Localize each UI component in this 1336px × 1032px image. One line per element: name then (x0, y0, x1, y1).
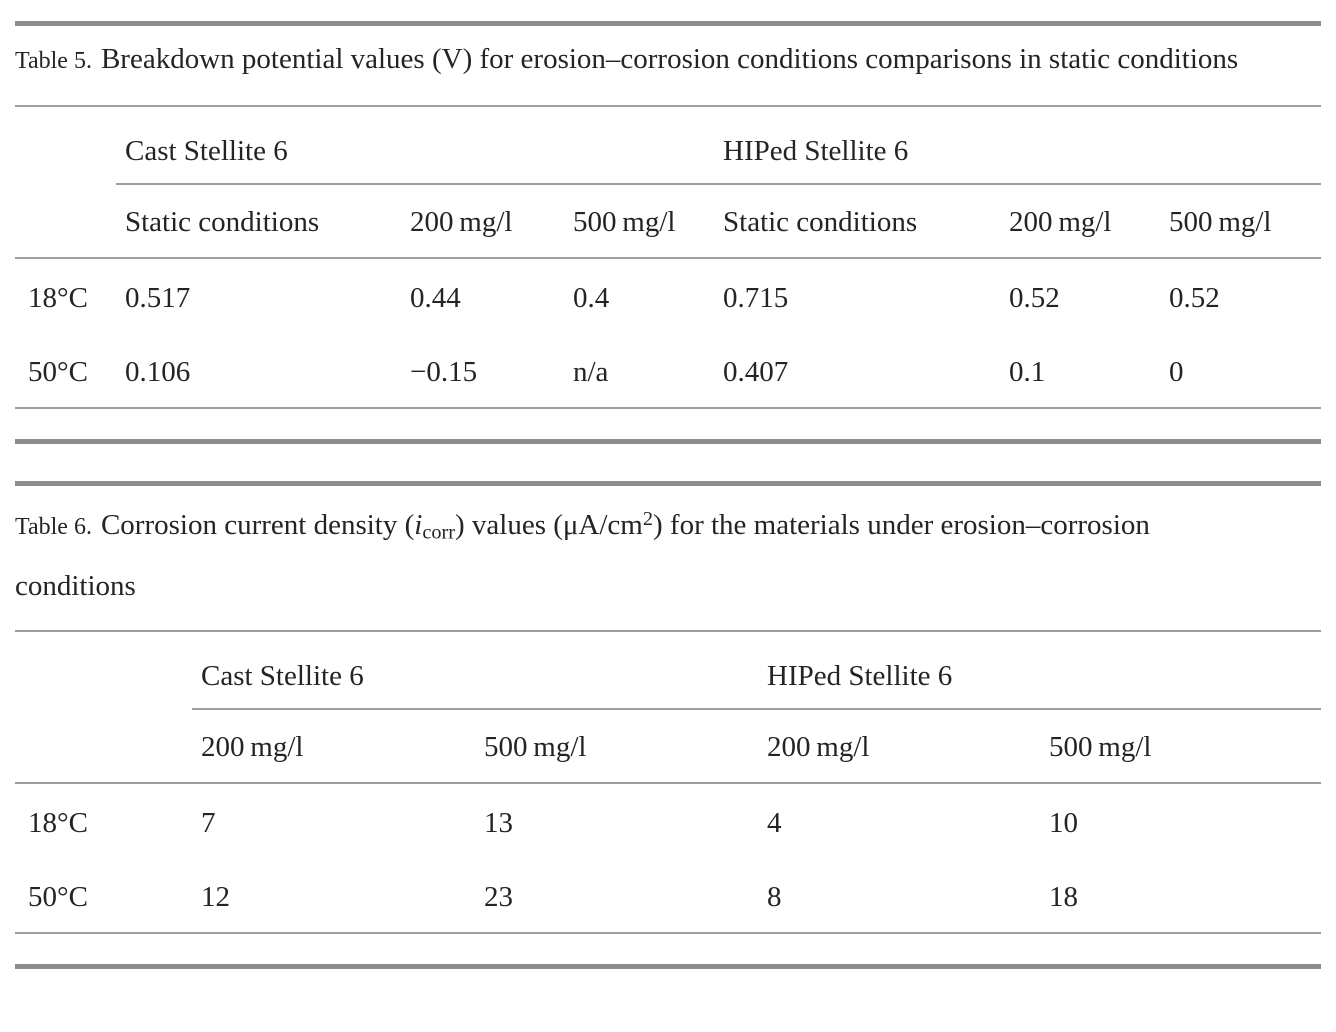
table6-cell-50c-hiped-500: 18 (1049, 880, 1078, 913)
table6-block: Table 6. Corrosion current density (icorr… (15, 481, 1322, 969)
table5-cell-50c-cast-500: n/a (573, 356, 609, 388)
table5-subheader-hiped-200: 200 mg/l (1000, 184, 1161, 259)
table5-block: Table 5. Breakdown potential values (V) f… (15, 21, 1322, 444)
table5-cell-18c-hiped-500: 0.52 (1169, 282, 1220, 314)
table6-group-stub (15, 631, 192, 709)
table5-subheader-row: Static conditions 200 mg/l 500 mg/l Stat… (15, 184, 1322, 259)
table6-row-label-18c: 18°C (28, 806, 88, 839)
table5: Cast Stellite 6 HIPed Stellite 6 Static … (15, 105, 1322, 409)
table6-subheader-stub (15, 708, 192, 784)
table5-cell-18c-hiped-static: 0.715 (723, 282, 789, 314)
table6-cell-50c-cast-200: 12 (201, 880, 230, 913)
table5-cell-50c-cast-200: −0.15 (410, 356, 478, 388)
table5-subheader-cast-static: Static conditions (116, 184, 401, 259)
table6-cell-50c-hiped-200: 8 (767, 880, 782, 913)
table-row: 50°C 0.106 −0.15 n/a 0.407 0.1 0 (15, 333, 1321, 408)
table5-subheader-stub (15, 184, 116, 259)
table5-cell-50c-hiped-500: 0 (1169, 356, 1184, 388)
table5-cell-50c-hiped-200: 0.1 (1009, 356, 1046, 388)
table6-caption-mid: ) values (μA/cm (454, 509, 643, 542)
table-row: 50°C 12 23 8 18 (15, 858, 1321, 933)
table6: Cast Stellite 6 HIPed Stellite 6 200 mg/… (15, 629, 1322, 934)
table5-bottom-thick-rule (15, 439, 1321, 444)
table6-cell-50c-cast-500: 23 (484, 880, 513, 913)
table6-caption: Table 6. Corrosion current density (icorr… (15, 493, 1277, 613)
table6-cell-18c-hiped-500: 10 (1049, 806, 1078, 839)
table-row: 18°C 0.517 0.44 0.4 0.715 0.52 0.52 (15, 258, 1321, 333)
table6-top-thick-rule (15, 481, 1321, 486)
table5-caption-label: Table 5. (15, 48, 92, 74)
table5-row-label-50c: 50°C (28, 356, 88, 388)
table5-group-header-row: Cast Stellite 6 HIPed Stellite 6 (15, 106, 1322, 185)
table6-caption-variable: i (414, 509, 423, 542)
table5-subheader-cast-200: 200 mg/l (401, 184, 564, 259)
table6-caption-pre: Corrosion current density ( (100, 509, 415, 542)
table5-subheader-cast-500: 500 mg/l (564, 184, 715, 259)
table5-group-hiped: HIPed Stellite 6 (714, 106, 1322, 185)
table5-group-stub (15, 106, 116, 184)
table6-row-label-50c: 50°C (28, 880, 88, 913)
table5-cell-18c-hiped-200: 0.52 (1009, 282, 1060, 314)
table5-caption-text: Breakdown potential values (V) for erosi… (100, 43, 1239, 75)
table6-caption-subscript: corr (422, 521, 455, 544)
table5-cell-18c-cast-200: 0.44 (410, 282, 461, 314)
table6-subheader-hiped-200: 200 mg/l (758, 708, 1040, 784)
table6-subheader-hiped-500: 500 mg/l (1040, 708, 1322, 784)
table6-group-cast: Cast Stellite 6 (192, 630, 758, 710)
table5-subheader-hiped-500: 500 mg/l (1160, 184, 1322, 259)
table6-subheader-cast-200: 200 mg/l (192, 708, 475, 784)
table5-cell-18c-cast-500: 0.4 (573, 282, 610, 314)
table5-top-thick-rule (15, 21, 1321, 26)
table6-subheader-row: 200 mg/l 500 mg/l 200 mg/l 500 mg/l (15, 708, 1322, 784)
table6-group-header-row: Cast Stellite 6 HIPed Stellite 6 (15, 630, 1322, 710)
table5-cell-50c-cast-static: 0.106 (125, 356, 191, 388)
table5-caption: Table 5. Breakdown potential values (V) f… (15, 33, 1277, 88)
table6-group-hiped: HIPed Stellite 6 (758, 630, 1322, 710)
table-row: 18°C 7 13 4 10 (15, 783, 1321, 858)
table6-cell-18c-hiped-200: 4 (767, 806, 782, 839)
table6-caption-superscript: 2 (642, 508, 654, 530)
table5-cell-18c-cast-static: 0.517 (125, 282, 191, 314)
table6-subheader-cast-500: 500 mg/l (475, 708, 758, 784)
table6-cell-18c-cast-500: 13 (484, 806, 513, 839)
table5-cell-50c-hiped-static: 0.407 (723, 356, 789, 388)
table5-subheader-hiped-static: Static conditions (714, 184, 1001, 259)
table6-cell-18c-cast-200: 7 (201, 806, 216, 839)
table6-bottom-thick-rule (15, 963, 1321, 969)
table5-row-label-18c: 18°C (28, 282, 88, 314)
table6-caption-label: Table 6. (15, 514, 92, 541)
page: Table 5. Breakdown potential values (V) f… (15, 21, 1322, 969)
table6-caption-post: ) for the materials under erosion–corros… (15, 509, 1150, 602)
table5-group-cast: Cast Stellite 6 (116, 106, 715, 185)
